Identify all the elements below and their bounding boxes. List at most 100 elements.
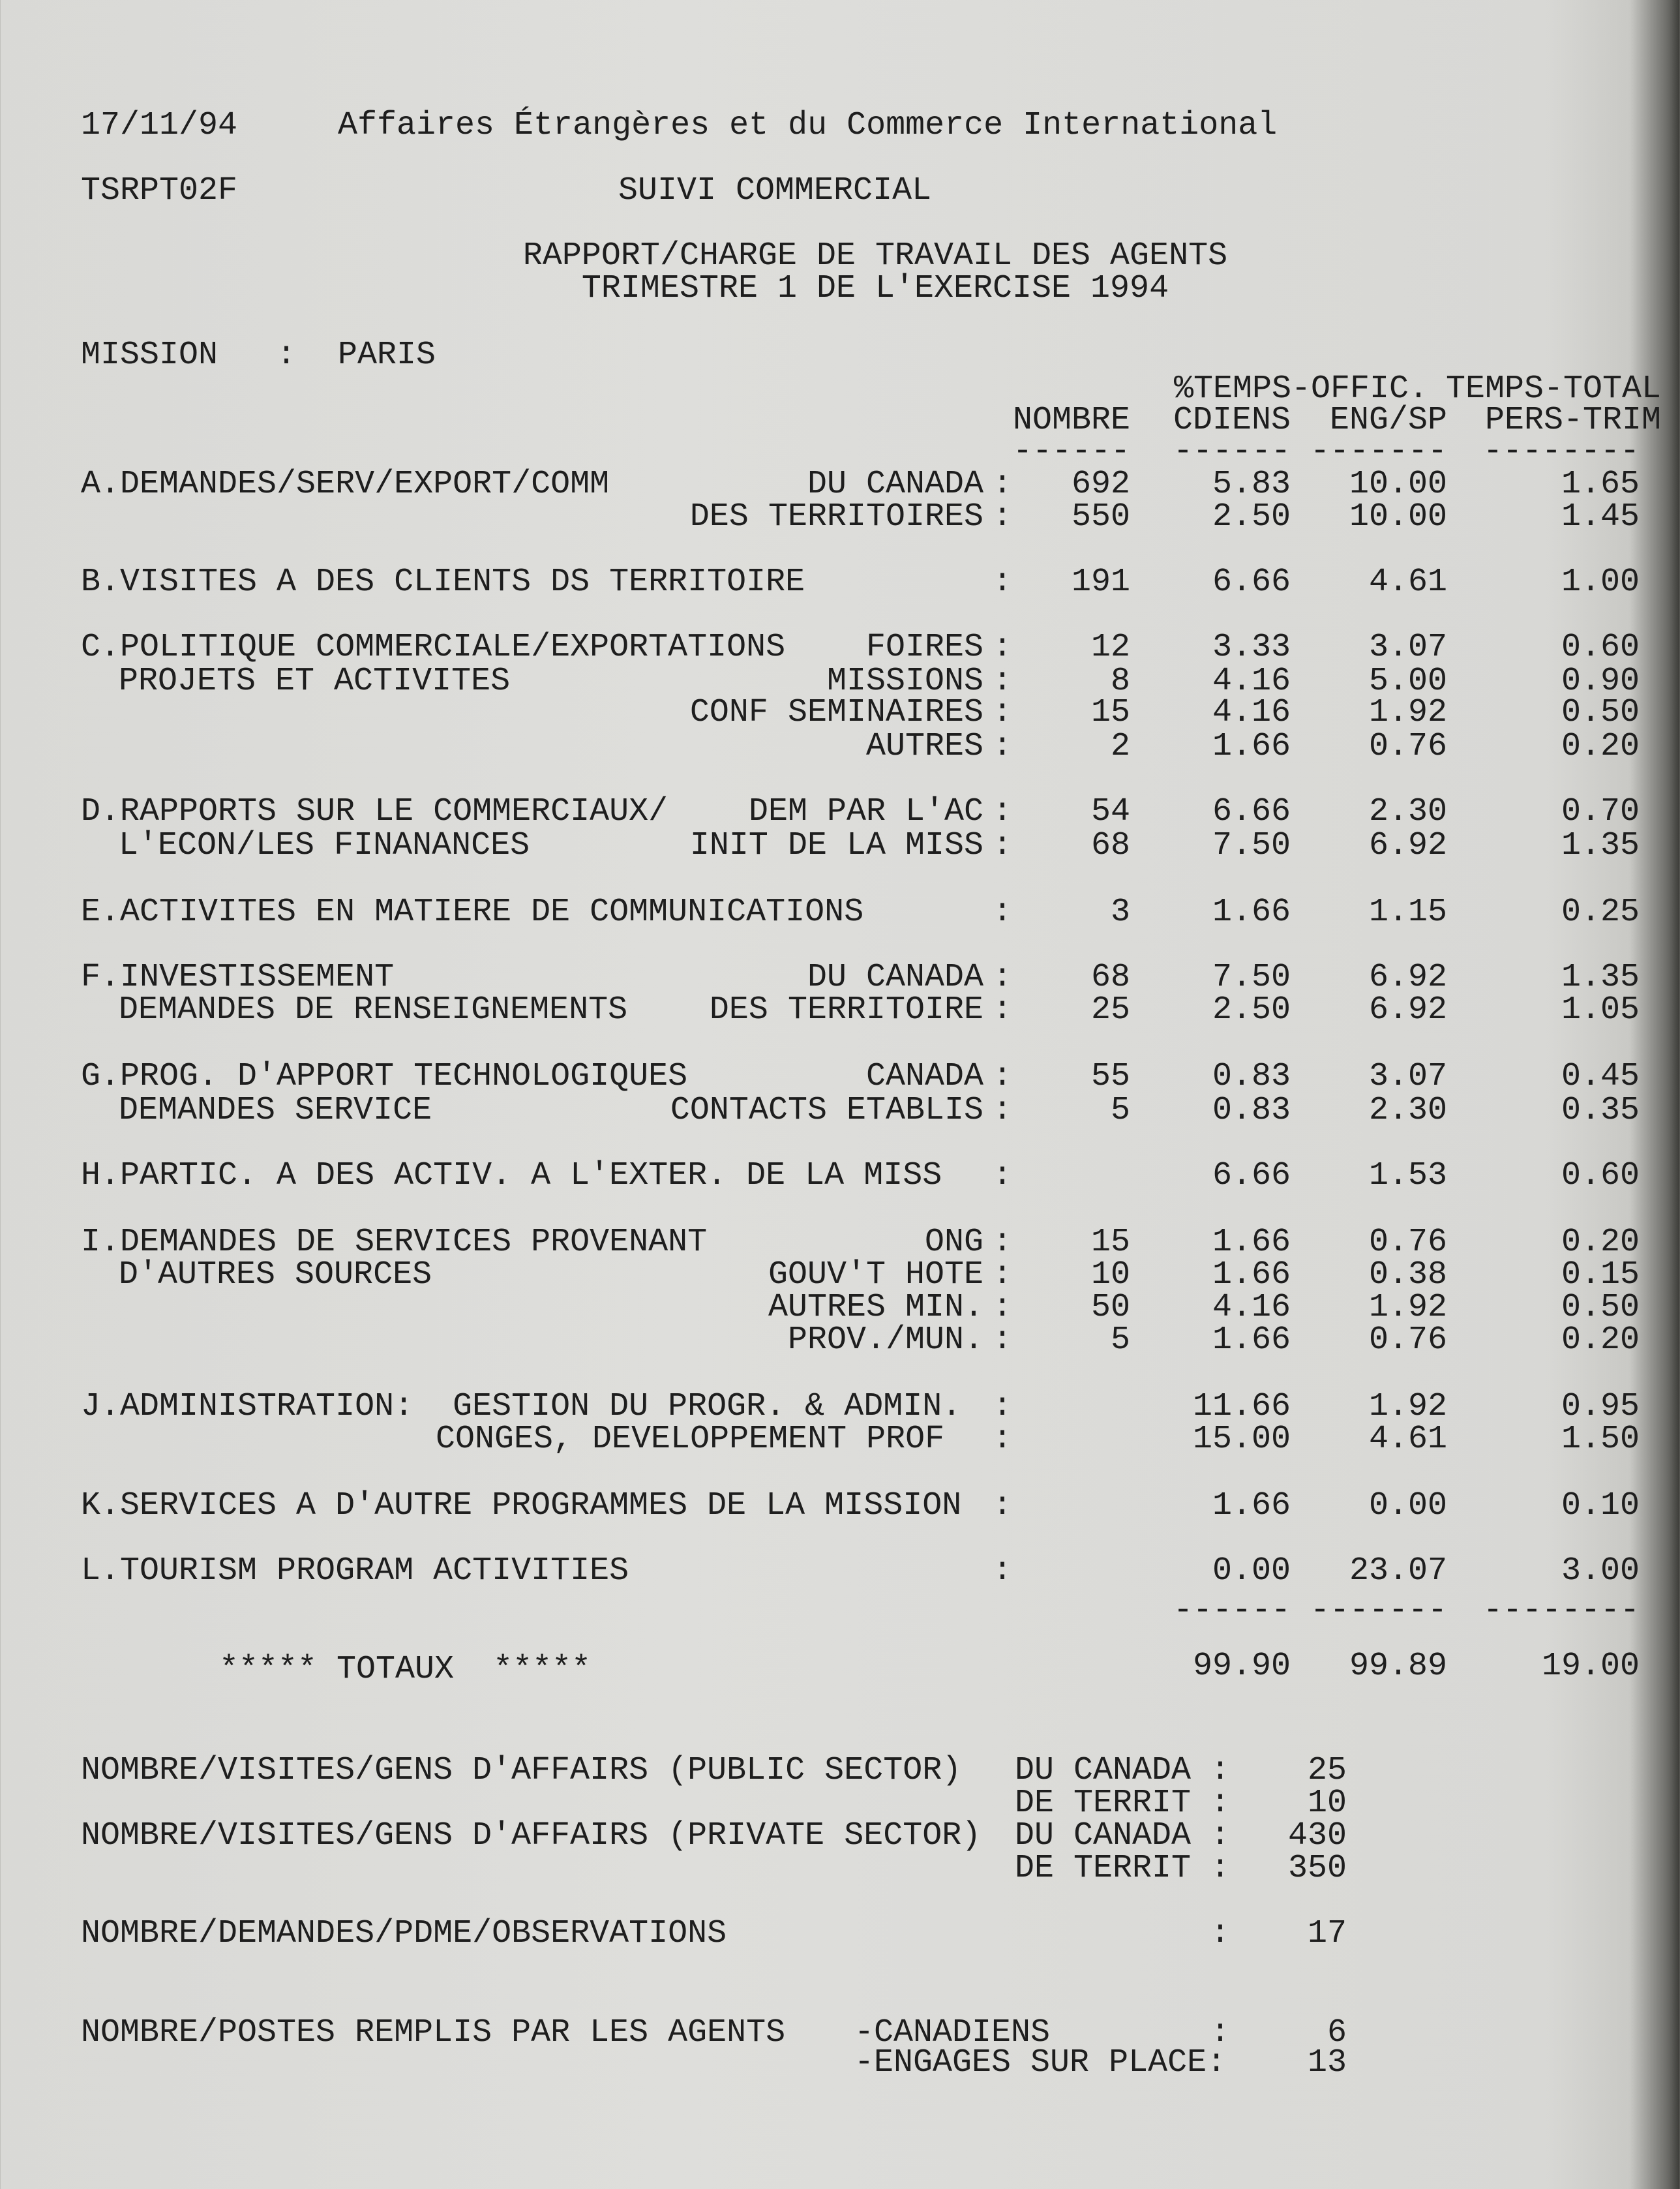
cell-engsp: 0.76 xyxy=(1368,1321,1447,1359)
row-label: H.PARTIC. A DES ACTIV. A L'EXTER. DE LA … xyxy=(81,1157,942,1194)
cell-cdiens: 1.66 xyxy=(1212,894,1291,931)
cell-pers-trim: 0.90 xyxy=(1561,663,1640,700)
cell-cdiens: 2.50 xyxy=(1212,498,1291,536)
summary-sublabel: DE TERRIT : xyxy=(1014,1850,1230,1887)
department-name: Affaires Étrangères et du Commerce Inter… xyxy=(338,107,1278,144)
cell-pers-trim: 0.20 xyxy=(1561,1321,1640,1359)
row-label: A.DEMANDES/SERV/EXPORT/COMM xyxy=(81,466,610,503)
cell-engsp: 6.92 xyxy=(1368,827,1447,864)
cell-pers-trim: 1.00 xyxy=(1561,564,1640,601)
cell-engsp: 6.92 xyxy=(1368,991,1447,1029)
cell-pers-trim: 1.35 xyxy=(1561,959,1640,996)
cell-cdiens: 1.66 xyxy=(1212,1256,1291,1293)
row-sublabel: CANADA xyxy=(865,1058,983,1095)
summary-label: NOMBRE/DEMANDES/PDME/OBSERVATIONS xyxy=(81,1915,727,1952)
cell-pers-trim: 0.25 xyxy=(1561,894,1640,931)
cell-cdiens: 7.50 xyxy=(1212,959,1291,996)
summary-sublabel: DE TERRIT : xyxy=(1014,1785,1230,1822)
row-colon: : xyxy=(993,1058,1013,1095)
cell-cdiens: 0.83 xyxy=(1212,1092,1291,1129)
cell-engsp: 2.30 xyxy=(1368,793,1447,830)
cell-engsp: 0.00 xyxy=(1368,1487,1447,1524)
row-sublabel: AUTRES xyxy=(865,728,983,765)
cell-engsp: 1.92 xyxy=(1368,694,1447,731)
cell-nombre: 5 xyxy=(1110,1092,1130,1129)
cell-pers-trim: 1.05 xyxy=(1561,991,1640,1029)
row-label: L'ECON/LES FINANANCES xyxy=(119,827,530,864)
row-label: D'AUTRES SOURCES xyxy=(119,1256,432,1293)
row-sublabel: DES TERRITOIRE xyxy=(709,991,983,1029)
summary-value: 13 xyxy=(1307,2044,1347,2081)
cell-cdiens: 1.66 xyxy=(1212,728,1291,765)
cell-cdiens: 3.33 xyxy=(1212,629,1291,666)
cell-cdiens: 6.66 xyxy=(1212,793,1291,830)
cell-engsp: 10.00 xyxy=(1349,466,1447,503)
row-colon: : xyxy=(993,498,1013,536)
cell-nombre: 12 xyxy=(1090,629,1130,666)
row-sublabel: FOIRES xyxy=(865,629,983,666)
cell-cdiens: 11.66 xyxy=(1192,1388,1291,1425)
cell-nombre: 692 xyxy=(1071,466,1130,503)
cell-nombre: 15 xyxy=(1090,694,1130,731)
cell-cdiens: 2.50 xyxy=(1212,991,1291,1029)
cell-cdiens: 7.50 xyxy=(1212,827,1291,864)
summary-label: NOMBRE/POSTES REMPLIS PAR LES AGENTS xyxy=(81,2014,786,2051)
row-sublabel: DU CANADA xyxy=(807,959,983,996)
row-colon: : xyxy=(993,1289,1013,1326)
row-sublabel: DES TERRITOIRES xyxy=(689,498,983,536)
cell-pers-trim: 0.45 xyxy=(1561,1058,1640,1095)
row-colon: : xyxy=(993,1224,1013,1261)
cell-engsp: 4.61 xyxy=(1368,564,1447,601)
cell-cdiens: 4.16 xyxy=(1212,663,1291,700)
summary-value: 6 xyxy=(1327,2014,1347,2051)
cell-engsp: 3.07 xyxy=(1368,629,1447,666)
report-code: TSRPT02F xyxy=(81,172,238,209)
row-colon: : xyxy=(993,663,1013,700)
cell-cdiens: 5.83 xyxy=(1212,466,1291,503)
row-colon: : xyxy=(993,959,1013,996)
col-cdiens: CDIENS xyxy=(1173,402,1291,439)
cell-engsp: 3.07 xyxy=(1368,1058,1447,1095)
row-colon: : xyxy=(993,1552,1013,1590)
row-sublabel: CONF SEMINAIRES xyxy=(689,694,983,731)
col-divider: ------ xyxy=(1012,433,1130,470)
mission-label: MISSION : xyxy=(81,337,297,374)
summary-label: NOMBRE/VISITES/GENS D'AFFAIRS (PUBLIC SE… xyxy=(81,1752,962,1789)
col-divider: -------- xyxy=(1482,433,1640,470)
cell-nombre: 68 xyxy=(1090,827,1130,864)
row-label: L.TOURISM PROGRAM ACTIVITIES xyxy=(81,1552,629,1590)
mission-value: PARIS xyxy=(338,337,436,374)
cell-pers-trim: 0.35 xyxy=(1561,1092,1640,1129)
row-sublabel: PROV./MUN. xyxy=(787,1321,983,1359)
cell-engsp: 1.92 xyxy=(1368,1388,1447,1425)
cell-cdiens: 1.66 xyxy=(1212,1224,1291,1261)
cell-cdiens: 1.66 xyxy=(1212,1321,1291,1359)
total-pers-trim: 19.00 xyxy=(1541,1648,1640,1685)
col-engsp: ENG/SP xyxy=(1329,402,1447,439)
row-colon: : xyxy=(993,564,1013,601)
total-engsp: 99.89 xyxy=(1349,1648,1447,1685)
row-label: E.ACTIVITES EN MATIERE DE COMMUNICATIONS xyxy=(81,894,864,931)
cell-nombre: 8 xyxy=(1110,663,1130,700)
col-divider: ------ xyxy=(1173,433,1291,470)
row-colon: : xyxy=(993,1157,1013,1194)
col-group-temps-total: TEMPS-TOTAL xyxy=(1445,370,1661,408)
cell-pers-trim: 1.50 xyxy=(1561,1421,1640,1458)
cell-pers-trim: 0.20 xyxy=(1561,1224,1640,1261)
row-colon: : xyxy=(993,1256,1013,1293)
row-colon: : xyxy=(993,894,1013,931)
row-colon: : xyxy=(993,827,1013,864)
summary-colon: : xyxy=(1210,1915,1231,1952)
summary-sublabel: DU CANADA : xyxy=(1014,1752,1230,1789)
row-colon: : xyxy=(993,694,1013,731)
cell-engsp: 0.38 xyxy=(1368,1256,1447,1293)
summary-label: NOMBRE/VISITES/GENS D'AFFAIRS (PRIVATE S… xyxy=(81,1817,982,1854)
report-title: RAPPORT/CHARGE DE TRAVAIL DES AGENTS xyxy=(522,237,1228,275)
row-colon: : xyxy=(993,1321,1013,1359)
cell-pers-trim: 1.65 xyxy=(1561,466,1640,503)
totals-label: ***** TOTAUX ***** xyxy=(219,1651,592,1688)
cell-engsp: 1.15 xyxy=(1368,894,1447,931)
row-colon: : xyxy=(993,1092,1013,1129)
cell-pers-trim: 1.45 xyxy=(1561,498,1640,536)
totals-divider: ------- xyxy=(1310,1592,1447,1629)
